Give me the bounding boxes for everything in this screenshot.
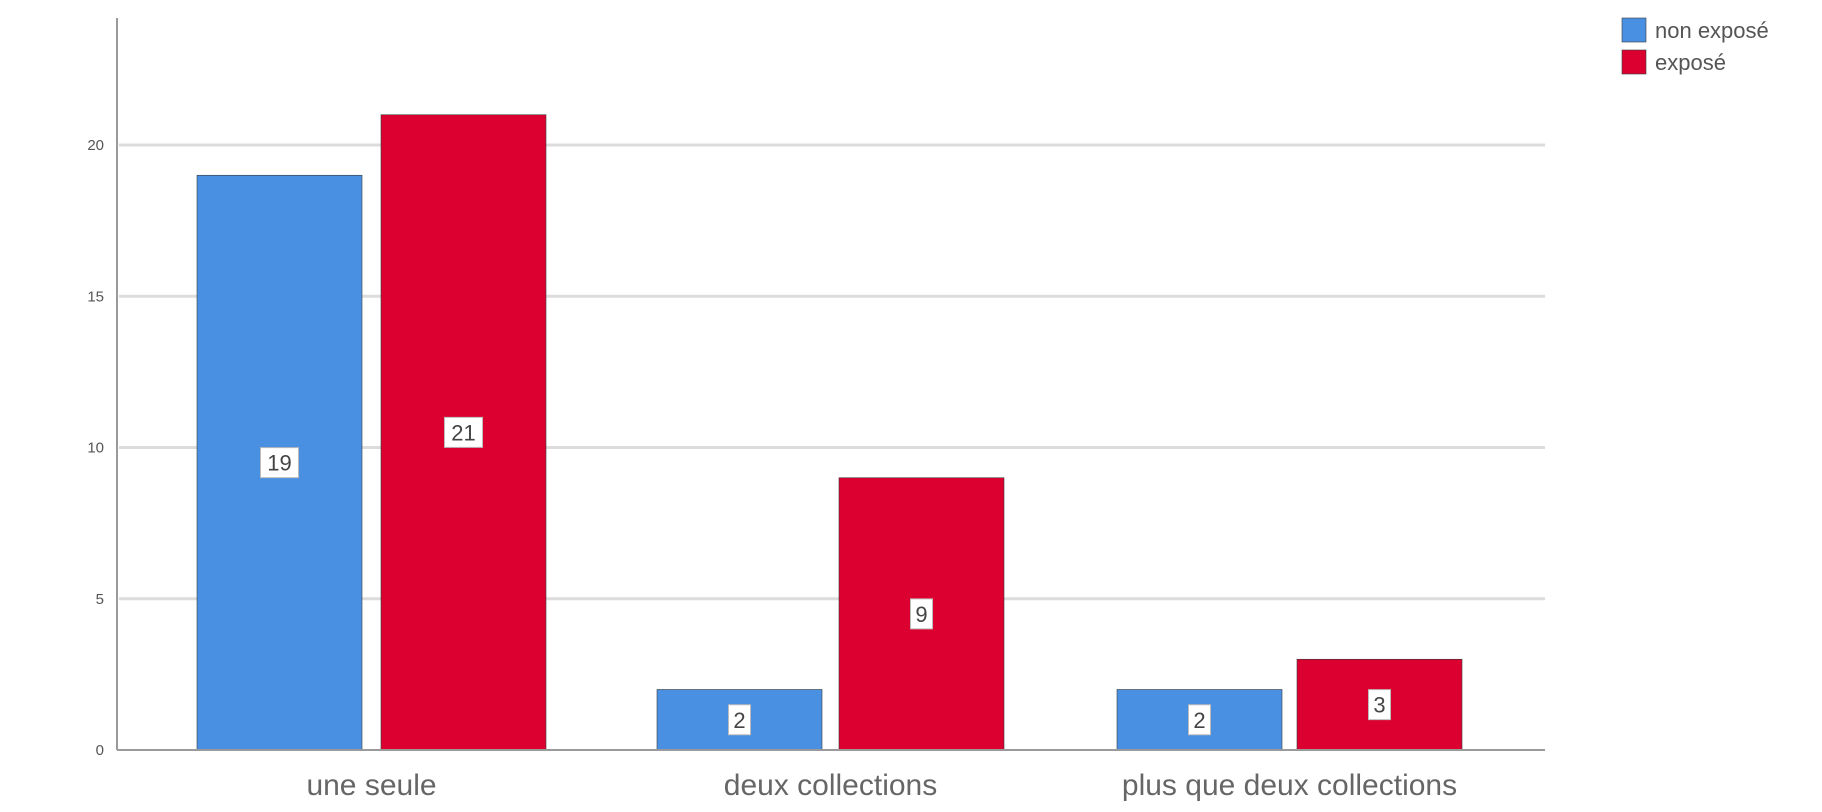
data-label: 21 <box>451 420 475 445</box>
data-label-box <box>444 416 483 448</box>
data-label-box <box>1368 689 1391 721</box>
data-label: 9 <box>915 602 927 627</box>
data-label-box <box>728 704 751 736</box>
legend-label: non exposé <box>1655 18 1769 43</box>
data-label: 19 <box>267 451 291 476</box>
data-label: 3 <box>1373 693 1385 718</box>
data-label-box <box>910 598 933 630</box>
legend-swatch <box>1621 49 1647 75</box>
legend-label: exposé <box>1655 50 1726 75</box>
y-tick-label: 10 <box>87 440 104 457</box>
x-category-label: deux collections <box>724 769 937 802</box>
x-category-label: plus que deux collections <box>1122 769 1457 802</box>
data-label-box <box>260 447 299 479</box>
data-label: 2 <box>1193 708 1205 733</box>
y-tick-label: 20 <box>87 137 104 154</box>
y-tick-label: 5 <box>96 591 104 608</box>
x-category-label: une seule <box>306 769 436 802</box>
legend-swatch <box>1621 17 1647 43</box>
y-tick-label: 0 <box>96 742 104 759</box>
data-label-box <box>1188 704 1211 736</box>
y-tick-label: 15 <box>87 288 104 305</box>
data-label: 2 <box>733 708 745 733</box>
